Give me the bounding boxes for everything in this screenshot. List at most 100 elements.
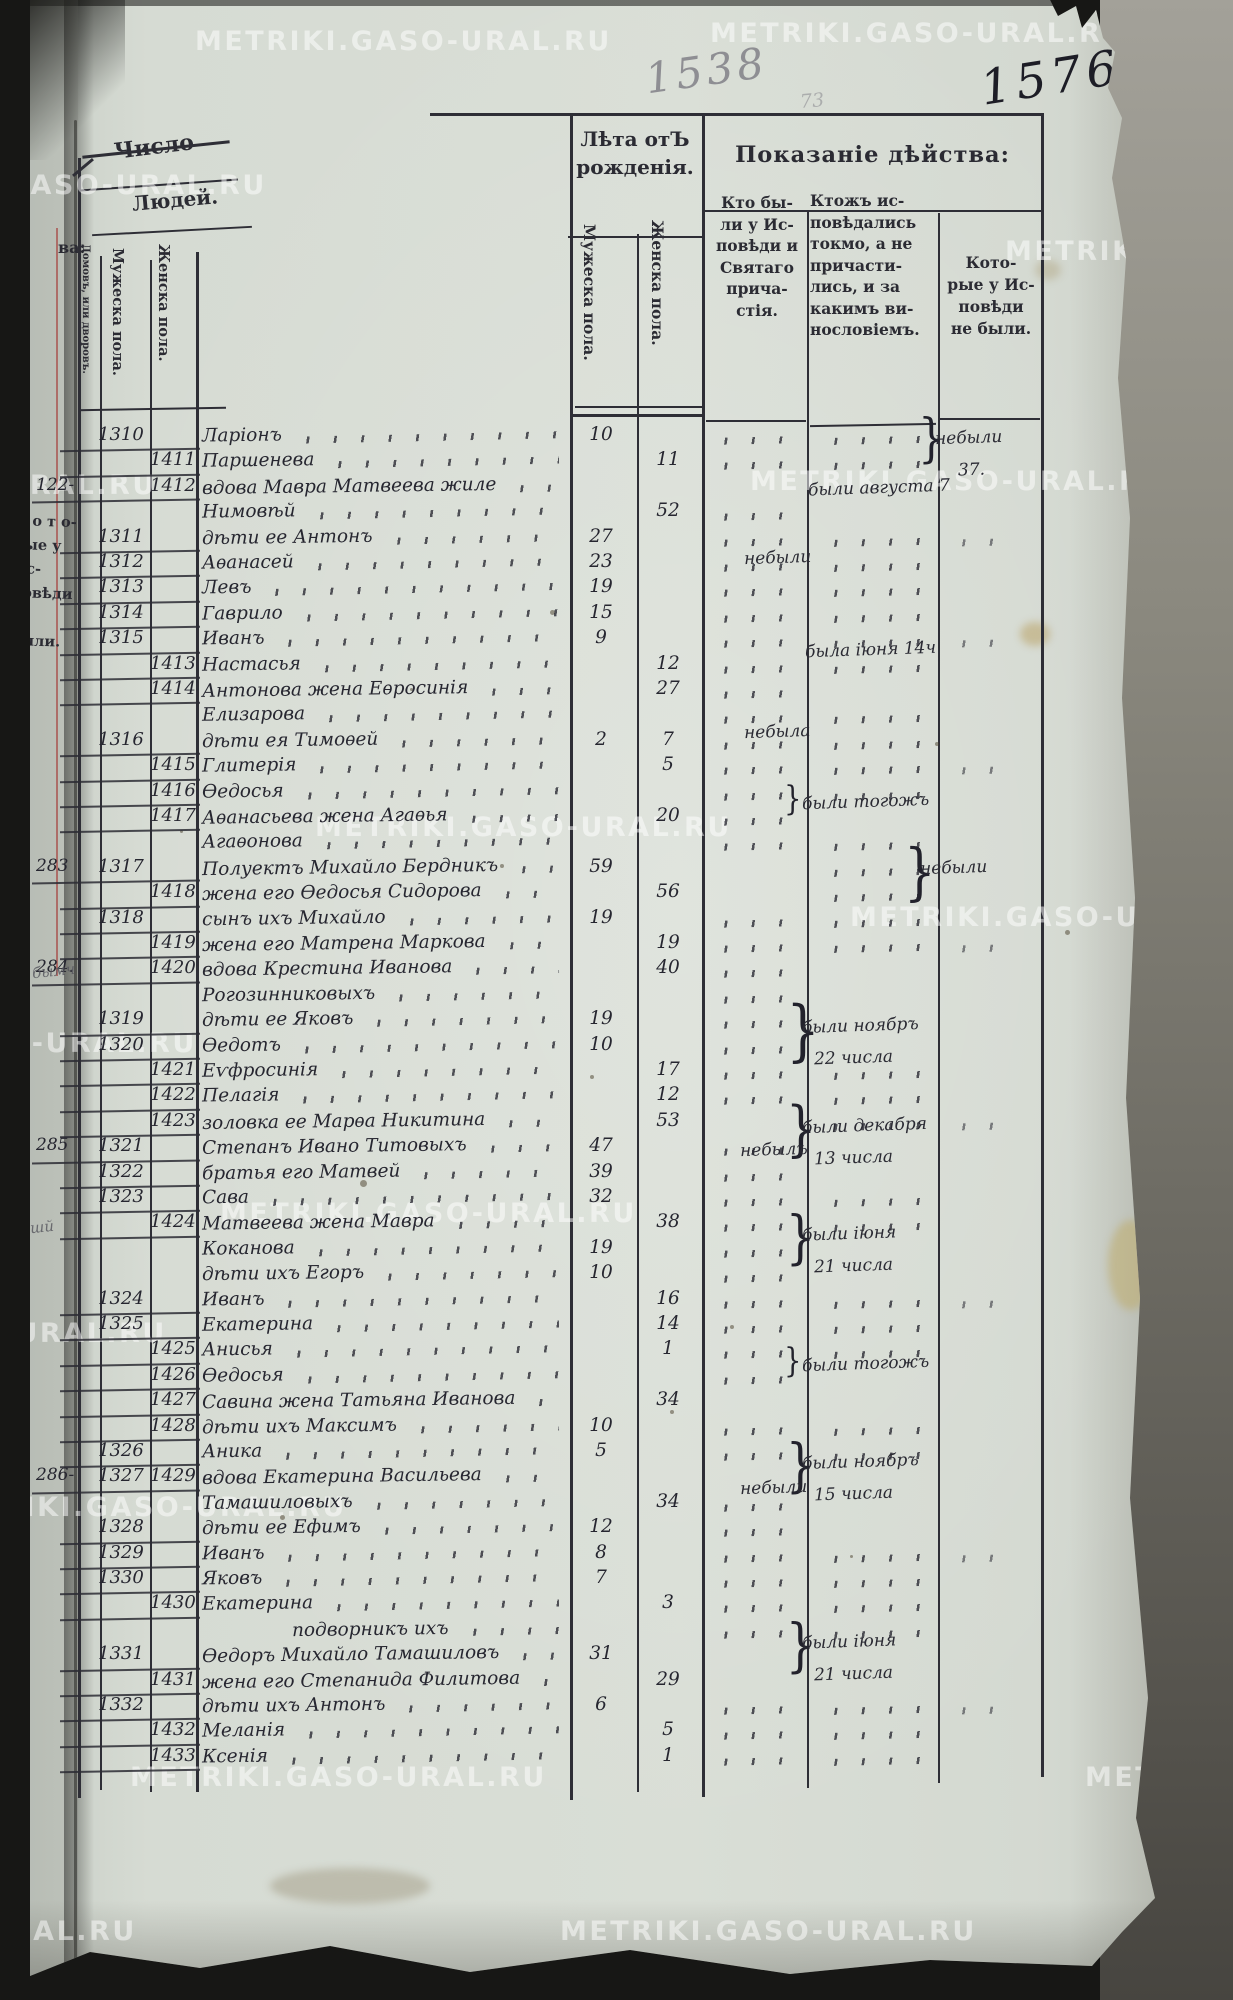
age-male-cell: 2 — [595, 728, 607, 750]
entry-name-wrap: Меланія — [202, 1719, 567, 1742]
ditto-ticks — [821, 1426, 927, 1436]
entry-name: жена его Матрена Маркова — [201, 931, 486, 956]
age-male-cell: 6 — [595, 1694, 607, 1715]
entry-name: Аѳанасей — [201, 551, 294, 574]
header-col-confessed-only: Ктожъ ис-повѣдались токмо, а не причасти-л… — [810, 190, 936, 341]
margin-note: были ноябръ — [801, 1449, 920, 1475]
header-line: стія. — [736, 300, 778, 320]
ditto-ticks — [711, 664, 798, 674]
ditto-ticks — [821, 740, 927, 750]
entry-name-wrap: Сава — [202, 1186, 567, 1208]
entry-name-wrap: Полуектъ Михайло Бердникъ — [202, 855, 567, 880]
ditto-ticks — [510, 865, 560, 874]
entry-name-wrap: сынъ ихъ Михайло — [202, 906, 567, 930]
ditto-ticks — [711, 1020, 798, 1030]
age-female-cell: 14 — [656, 1313, 680, 1334]
ditto-ticks — [397, 914, 560, 926]
female-number-cell: 1430 — [150, 1592, 196, 1614]
register-row: 1414 Антонова жена Еѳросинія 27 — [30, 677, 1041, 707]
paper-speck — [410, 688, 413, 691]
header-line: Святаго — [719, 257, 795, 277]
male-number-cell: 1318 — [98, 906, 144, 928]
table-rule — [940, 418, 1040, 420]
female-number-cell: 1417 — [150, 805, 196, 826]
age-female-cell: 16 — [656, 1287, 680, 1309]
ditto-ticks — [821, 1197, 927, 1208]
header-line: лись, и за — [810, 277, 901, 296]
table-rule — [430, 113, 1041, 116]
header-line: рые у Ис- — [947, 275, 1035, 294]
entry-name-wrap: Ѳедосья — [202, 1364, 567, 1386]
table-rule — [568, 236, 702, 238]
note-brace: } — [785, 1610, 816, 1679]
female-number-cell: 1416 — [150, 779, 196, 801]
entry-name-wrap: Глитерія — [202, 754, 567, 777]
entry-name-wrap: дѣти ее Яковъ — [202, 1008, 567, 1031]
ditto-ticks — [274, 1574, 560, 1587]
book-page: ва: К о т о-рые у Ис-повѣди не были. 1538… — [30, 0, 1155, 1976]
entry-name: дѣти ихъ Максимъ — [201, 1414, 398, 1438]
entry-name-wrap: жена его Ѳедосья Сидорова — [202, 880, 567, 905]
entry-name: жена его Степанида Филитова — [201, 1667, 521, 1693]
entry-name-wrap: дѣти ее Антонъ — [202, 525, 567, 549]
margin-note: небыла — [743, 720, 811, 744]
register-row: 283 1317 Полуектъ Михайло Бердникъ 59 — [30, 855, 1041, 885]
entry-name: дѣти ея Тимоѳей — [201, 728, 379, 753]
entry-name-wrap: Ѳедотъ — [202, 1034, 567, 1056]
ditto-ticks — [306, 1244, 560, 1257]
entry-name-wrap: Екатерина — [202, 1313, 567, 1336]
entry-name: Коканова — [201, 1237, 295, 1260]
register-row: 1330 Яковъ 7 — [30, 1567, 1041, 1596]
entry-name: Пелагія — [201, 1084, 280, 1107]
watermark-text: METRIKI.GASO-URAL.RU — [9, 1916, 137, 1947]
ditto-ticks — [478, 1144, 560, 1154]
entry-name: Елизарова — [201, 703, 306, 727]
ditto-ticks — [949, 1706, 1009, 1715]
register-row: 1424 Матвеева жена Мавра 38 — [30, 1211, 1041, 1241]
age-female-cell: 3 — [662, 1592, 674, 1614]
male-number-cell: 1311 — [98, 525, 144, 547]
margin-note: 21 числа — [813, 1254, 894, 1278]
age-male-cell: 39 — [589, 1160, 613, 1182]
table-rule — [807, 212, 809, 1788]
margin-note: были ноябръ — [801, 1013, 920, 1039]
header-line: Ктожъ ис- — [810, 191, 905, 210]
ditto-ticks — [276, 1548, 560, 1562]
female-number-cell: 1432 — [150, 1719, 196, 1741]
note-brace: } — [784, 779, 802, 820]
entry-name-wrap: Паршенева — [202, 449, 567, 472]
entry-name: Ксенія — [201, 1745, 269, 1768]
ditto-ticks — [376, 1270, 560, 1282]
ditto-ticks — [291, 1091, 560, 1105]
ditto-ticks — [317, 710, 560, 723]
register-row: Нимовѣй 52 — [30, 500, 1041, 525]
entry-name-wrap: Савина жена Татьяна Иванова — [202, 1388, 567, 1413]
register-row: 1425 Анисья 1 — [30, 1338, 1041, 1368]
register-row: Коканова 19 — [30, 1237, 1041, 1262]
corner-page-number: 73 — [799, 88, 826, 114]
register-row: 1326 Аника 5 — [30, 1440, 1041, 1469]
entry-name-wrap: Агаѳонова — [202, 830, 567, 853]
male-number-cell: 1328 — [98, 1516, 144, 1538]
entry-name: Аѳанасьева жена Агаѳья — [201, 804, 448, 829]
header-line: повѣдались — [810, 212, 917, 232]
age-male-cell: 27 — [589, 525, 613, 547]
ditto-ticks — [821, 1705, 927, 1716]
age-female-cell: 40 — [656, 957, 680, 979]
ditto-ticks — [711, 1274, 798, 1284]
header-line: причасти- — [810, 255, 903, 275]
register-row: 1432 Меланія 5 — [30, 1719, 1041, 1749]
register-row: 1430 Екатерина 3 — [30, 1592, 1041, 1622]
ditto-ticks — [711, 766, 798, 776]
ditto-ticks — [711, 1426, 798, 1436]
ditto-ticks — [527, 1398, 560, 1407]
age-male-cell: 19 — [589, 1236, 613, 1258]
entry-name-wrap: Гаврило — [202, 602, 567, 624]
ditto-ticks — [821, 664, 927, 674]
entry-name: подворникъ ихъ — [291, 1617, 449, 1641]
ditto-ticks — [711, 842, 798, 852]
note-brace: } — [784, 1341, 802, 1382]
watermark-text: METRIKI.GASO-URAL.RU — [710, 18, 1127, 49]
ditto-ticks — [711, 1452, 798, 1461]
entry-name: дѣти ихъ Антонъ — [201, 1693, 386, 1718]
